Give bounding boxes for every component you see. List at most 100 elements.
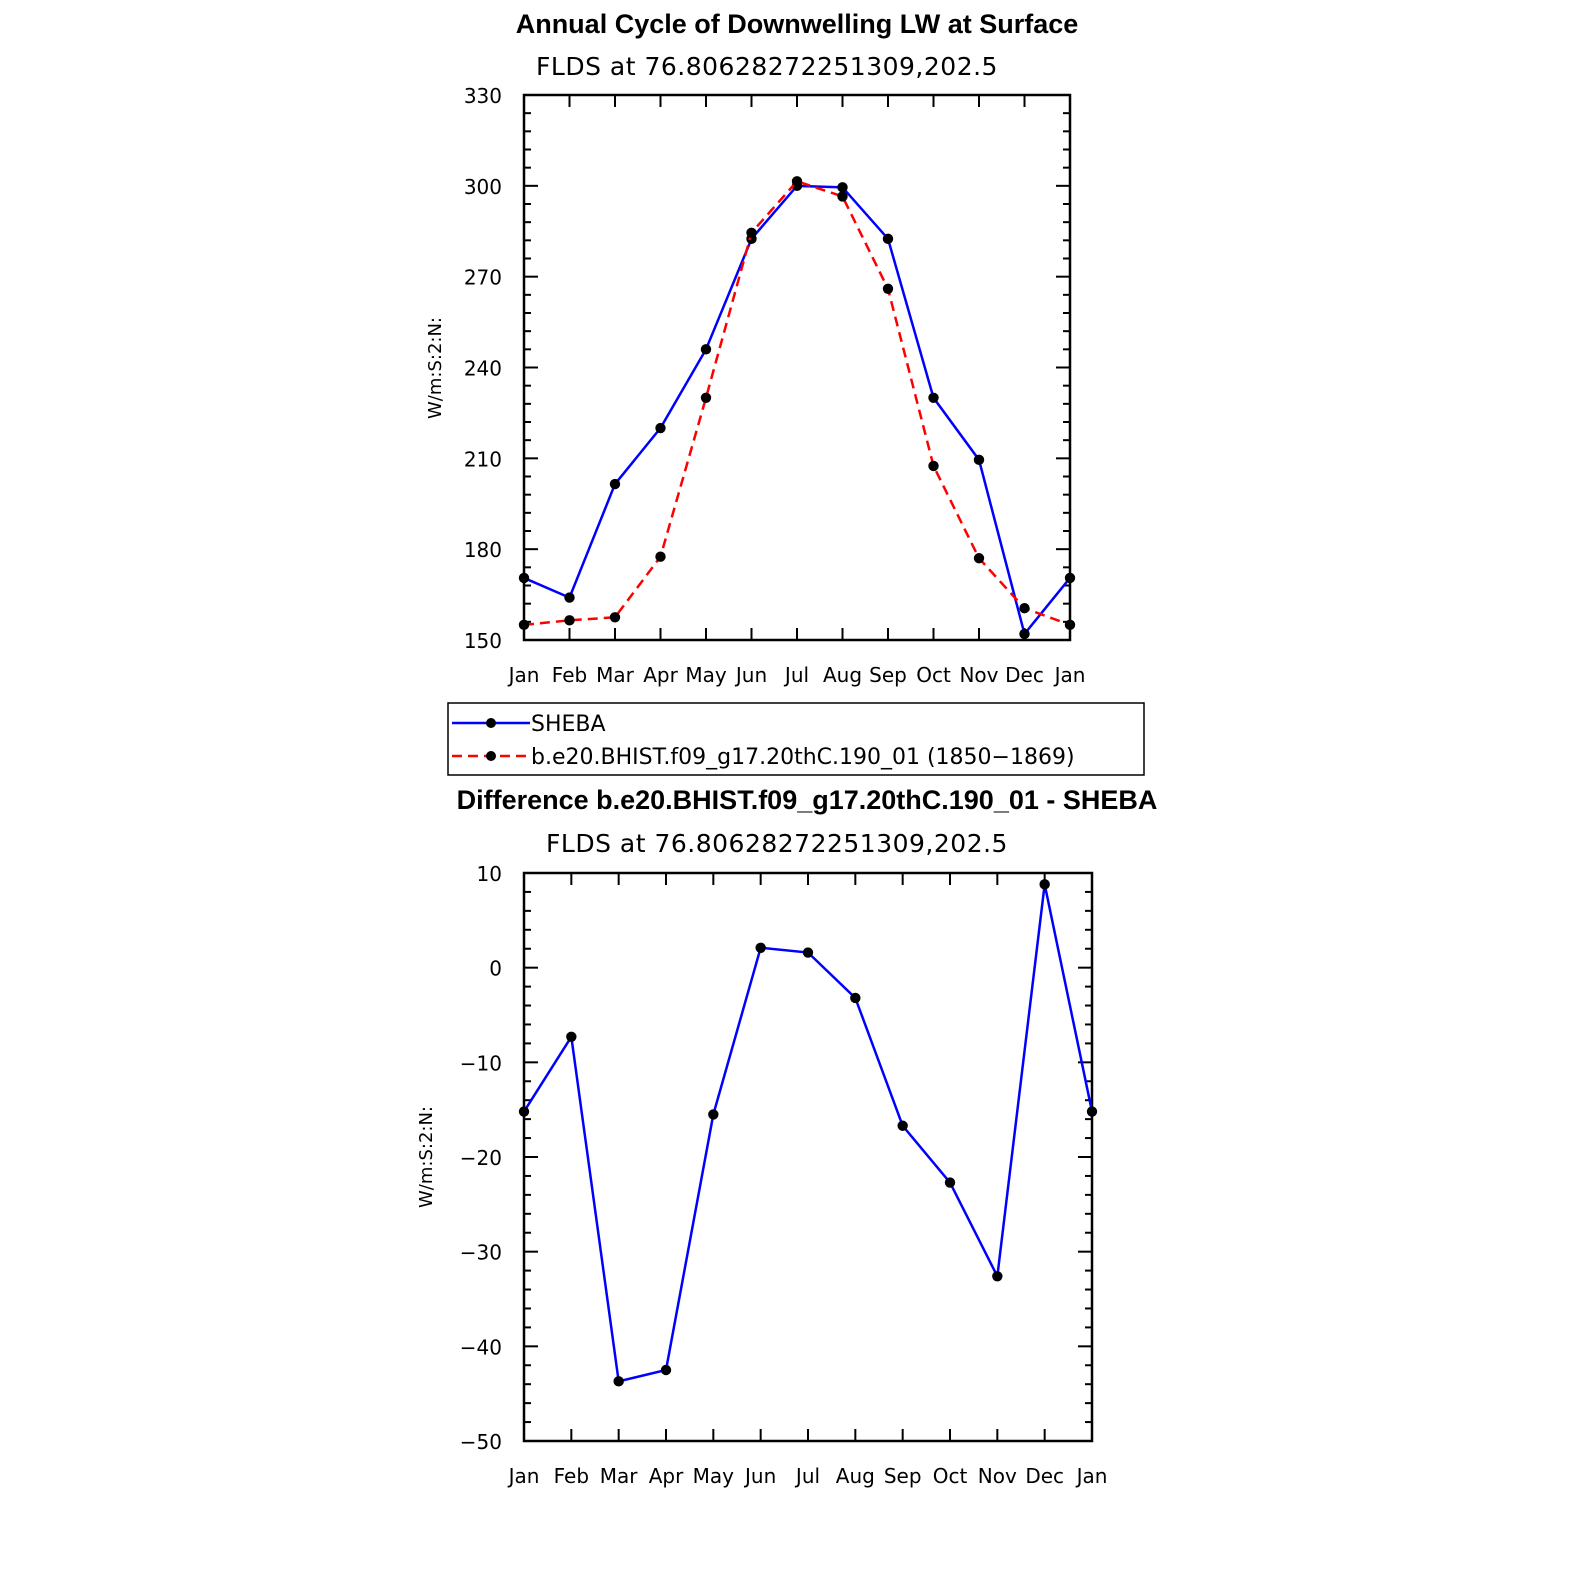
chart2-x-tick-label: Aug — [836, 1464, 875, 1488]
chart1-series-1-point — [655, 551, 666, 562]
chart1-series-0-point — [518, 572, 530, 584]
chart2-series-0-point — [566, 1031, 577, 1042]
chart1-series-1-line — [523, 179, 1071, 627]
chart1-series-1-point — [928, 460, 939, 472]
chart1-series-1-point — [518, 619, 530, 631]
chart1-y-tick-label: 240 — [464, 357, 502, 381]
chart2-x-tick-label: Jan — [507, 1464, 540, 1488]
chart1-series-0-point — [609, 478, 621, 490]
chart2-y-tick-label: 10 — [477, 862, 502, 886]
chart2-x-tick-label: Jun — [743, 1464, 776, 1488]
chart2-y-tick-label: −50 — [460, 1430, 502, 1454]
chart1-series-layer — [518, 176, 1076, 640]
chart1-series-0-point — [1019, 628, 1030, 640]
chart1-x-tick-label: Jan — [1053, 663, 1086, 687]
chart2-x-tick-label: Oct — [933, 1464, 968, 1488]
chart1-y-tick-label: 270 — [464, 266, 502, 290]
chart2-y-tick-label: 0 — [489, 957, 502, 981]
chart1-y-tick-label: 210 — [464, 447, 502, 471]
chart2-series-layer — [518, 879, 1098, 1387]
chart2-series-0-point — [850, 992, 861, 1004]
chart2-series-0-point — [992, 1271, 1003, 1282]
chart2-series-0-point — [1039, 879, 1050, 890]
chart2-x-tick-label: Mar — [600, 1464, 639, 1488]
chart2-series-0-point — [897, 1120, 908, 1131]
chart1-series-1-point — [609, 612, 621, 623]
chart1-series-1-point — [791, 176, 803, 187]
chart1-x-tick-label: Oct — [916, 663, 951, 687]
annual-cycle-chart: Annual Cycle of Downwelling LW at Surfac… — [425, 9, 1085, 687]
legend-sheba-label: SHEBA — [531, 712, 606, 737]
chart1-x-tick-label: Dec — [1005, 663, 1044, 687]
chart1-series-0-point — [928, 392, 939, 403]
legend-item-sheba: SHEBA — [452, 712, 606, 737]
chart2-x-tick-label: Dec — [1025, 1464, 1064, 1488]
chart1-series-1-point — [1019, 603, 1030, 614]
difference-chart: Difference b.e20.BHIST.f09_g17.20thC.190… — [416, 785, 1157, 1488]
chart1-series-0-point — [882, 233, 894, 245]
chart2-y-tick-label: −10 — [460, 1051, 502, 1075]
chart1-x-tick-label: Jan — [507, 663, 540, 687]
chart2-x-tick-label: Nov — [978, 1464, 1017, 1488]
chart1-y-tick-label: 180 — [464, 538, 502, 562]
chart2-x-tick-label: May — [693, 1464, 735, 1488]
chart2-x-tick-label: Jan — [1075, 1464, 1108, 1488]
chart2-series-0-point — [518, 1106, 530, 1117]
chart1-x-tick-label: Mar — [596, 663, 635, 687]
chart2-series-0-point — [708, 1109, 719, 1120]
legend-sheba-marker — [486, 718, 496, 728]
chart2-axes: Jan Feb Mar Apr May Jun Jul Aug Sep Oct Nov Dec Jan−… — [460, 862, 1108, 1488]
chart2-series-0-point — [613, 1376, 624, 1387]
chart2-series-0-point — [944, 1177, 956, 1188]
chart2-series-0-point — [1086, 1106, 1098, 1117]
legend-model-label: b.e20.BHIST.f09_g17.20thC.190_01 (1850−1… — [531, 745, 1075, 770]
chart2-x-tick-label: Sep — [884, 1464, 922, 1488]
chart1-series-0-point — [564, 592, 575, 603]
chart1-x-tick-label: Nov — [959, 663, 998, 687]
chart1-series-1-point — [837, 191, 848, 202]
chart1-series-0-point — [837, 182, 848, 193]
legend-model-marker — [486, 751, 496, 761]
chart1-axes: Jan Feb Mar Apr May Jun Jul Aug Sep Oct Nov Dec Jan1… — [464, 84, 1086, 687]
chart1-x-tick-label: Jul — [783, 663, 809, 687]
chart1-x-tick-label: Sep — [869, 663, 907, 687]
chart1-series-0-line — [523, 184, 1071, 637]
chart1-series-1-point — [1064, 619, 1076, 631]
chart1-series-0-point — [655, 422, 666, 434]
legend-box — [447, 702, 1145, 776]
chart2-series-0-line — [522, 884, 1094, 1383]
legend-item-model: b.e20.BHIST.f09_g17.20thC.190_01 (1850−1… — [452, 745, 1075, 770]
chart1-x-tick-label: Feb — [552, 663, 587, 687]
chart2-x-tick-label: Apr — [649, 1464, 684, 1488]
chart1-series-0-point — [1064, 572, 1076, 584]
chart1-series-1-point — [564, 615, 575, 626]
chart2-title: Difference b.e20.BHIST.f09_g17.20thC.190… — [457, 785, 1158, 815]
chart2-series-0-point — [660, 1364, 672, 1376]
chart2-subtitle: FLDS at 76.80628272251309,202.5 — [546, 829, 1008, 858]
chart2-x-tick-label: Feb — [554, 1464, 589, 1488]
chart1-y-axis-label: W/m:S:2:N: — [425, 317, 446, 419]
chart1-y-tick-label: 300 — [464, 175, 502, 199]
chart2-series-0-point — [755, 942, 766, 953]
chart1-series-0-point — [973, 454, 985, 466]
chart1-series-1-point — [746, 227, 757, 238]
chart1-y-tick-label: 330 — [464, 84, 502, 108]
chart1-subtitle: FLDS at 76.80628272251309,202.5 — [536, 52, 998, 81]
chart2-y-axis-label: W/m:S:2:N: — [416, 1106, 437, 1208]
chart2-y-tick-label: −30 — [460, 1241, 502, 1265]
chart1-y-tick-label: 150 — [464, 629, 502, 653]
chart1-x-tick-label: May — [685, 663, 727, 687]
chart1-series-1-point — [973, 553, 985, 564]
chart2-series-0-point — [802, 947, 814, 958]
chart2-x-tick-label: Jul — [794, 1464, 820, 1488]
chart1-x-tick-label: Jun — [734, 663, 767, 687]
chart1-title: Annual Cycle of Downwelling LW at Surfac… — [516, 9, 1079, 39]
chart1-series-1-point — [700, 392, 712, 403]
chart2-y-tick-label: −20 — [460, 1146, 502, 1170]
chart1-x-tick-label: Apr — [643, 663, 678, 687]
chart1-series-1-point — [882, 283, 894, 294]
chart2-plot-frame — [522, 871, 1094, 1443]
chart1-series-0-point — [700, 344, 712, 355]
chart1-x-tick-label: Aug — [823, 663, 862, 687]
